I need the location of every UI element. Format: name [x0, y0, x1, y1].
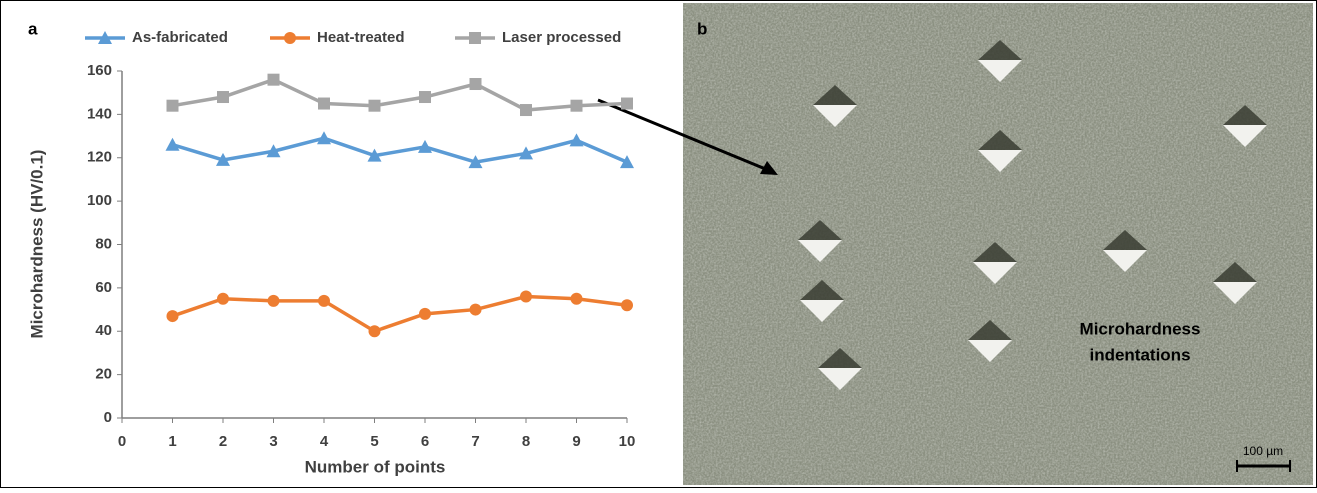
indent-face [978, 150, 1022, 172]
y-tick-label: 20 [95, 366, 112, 383]
data-point [520, 104, 532, 117]
legend-label: Laser processed [502, 29, 621, 46]
y-tick-label: 60 [95, 279, 112, 296]
x-tick-label: 0 [118, 433, 126, 450]
data-point [266, 144, 281, 158]
y-tick-label: 0 [104, 409, 112, 426]
data-point [166, 310, 179, 323]
micrograph: b Microhardness indentations 100 µm [683, 3, 1313, 485]
data-point [620, 155, 634, 169]
data-point [367, 148, 382, 162]
data-point [217, 292, 229, 305]
x-axis-title: Number of points [305, 457, 446, 476]
indent-shadow [818, 348, 862, 368]
data-point [318, 97, 330, 110]
series-line [172, 77, 628, 112]
panel-label: b [697, 19, 707, 38]
scale-bar-label: 100 µm [1243, 444, 1283, 458]
data-point [468, 155, 483, 169]
indent-face [973, 262, 1017, 284]
data-point [165, 137, 180, 151]
x-tick-label: 6 [421, 433, 429, 450]
legend-label: Heat-treated [317, 29, 405, 46]
arrow-head [760, 161, 778, 175]
indent-shadow [1103, 230, 1147, 250]
x-tick-label: 5 [370, 433, 378, 450]
data-point [621, 299, 633, 312]
data-point [469, 78, 482, 91]
indent-face [978, 60, 1022, 82]
y-tick-label: 100 [87, 192, 112, 209]
y-tick-label: 160 [87, 62, 112, 79]
y-tick-label: 120 [87, 149, 112, 166]
data-point [469, 303, 482, 316]
indent-shadow [1223, 105, 1267, 125]
legend-label: As-fabricated [132, 29, 228, 46]
indent-face [813, 105, 857, 127]
y-tick-label: 40 [95, 322, 112, 339]
x-tick-label: 1 [168, 433, 176, 450]
indent-face [1103, 250, 1147, 272]
indent-shadow [968, 320, 1012, 340]
indent-face [1223, 125, 1267, 147]
legend-marker [284, 32, 296, 44]
annotation: Microhardness [1080, 319, 1201, 338]
data-point [217, 91, 229, 104]
data-point [419, 91, 431, 104]
indent-shadow [813, 85, 857, 105]
y-tick-label: 80 [95, 235, 112, 252]
x-tick-label: 7 [471, 433, 479, 450]
data-point [368, 325, 381, 338]
indent-face [818, 368, 862, 390]
x-tick-label: 4 [320, 433, 329, 450]
data-point [166, 99, 179, 112]
y-tick-label: 140 [87, 105, 112, 122]
series-line [171, 136, 628, 164]
data-point [569, 133, 584, 147]
data-point [267, 73, 280, 86]
legend-marker [469, 32, 481, 44]
indent-shadow [978, 130, 1022, 150]
indent-shadow [800, 280, 844, 300]
series-line [171, 294, 628, 334]
x-tick-label: 8 [522, 433, 530, 450]
data-point [519, 146, 533, 160]
data-point [570, 292, 583, 305]
x-tick-label: 10 [619, 433, 636, 450]
indent-shadow [978, 40, 1022, 60]
data-point [317, 131, 331, 145]
data-point [318, 294, 330, 307]
data-point [621, 97, 633, 110]
data-point [570, 99, 583, 112]
annotation: indentations [1089, 345, 1190, 364]
indent-shadow [798, 220, 842, 240]
data-point [419, 307, 431, 320]
x-tick-label: 2 [219, 433, 227, 450]
panel-label: a [28, 19, 38, 38]
data-point [418, 139, 432, 153]
x-tick-label: 9 [572, 433, 580, 450]
indent-face [800, 300, 844, 322]
arrow [597, 98, 769, 172]
data-point [267, 294, 280, 307]
data-point [368, 99, 381, 112]
indent-shadow [1213, 262, 1257, 282]
indent-shadow [973, 242, 1017, 262]
micrograph-texture [683, 3, 1313, 485]
data-point [216, 152, 230, 166]
x-tick-label: 3 [269, 433, 277, 450]
indent-face [968, 340, 1012, 362]
data-point [520, 290, 532, 303]
y-axis-title: Microhardness (HV/0.1) [27, 150, 46, 339]
legend-marker [98, 31, 112, 44]
indent-face [1213, 282, 1257, 304]
indent-face [798, 240, 842, 262]
